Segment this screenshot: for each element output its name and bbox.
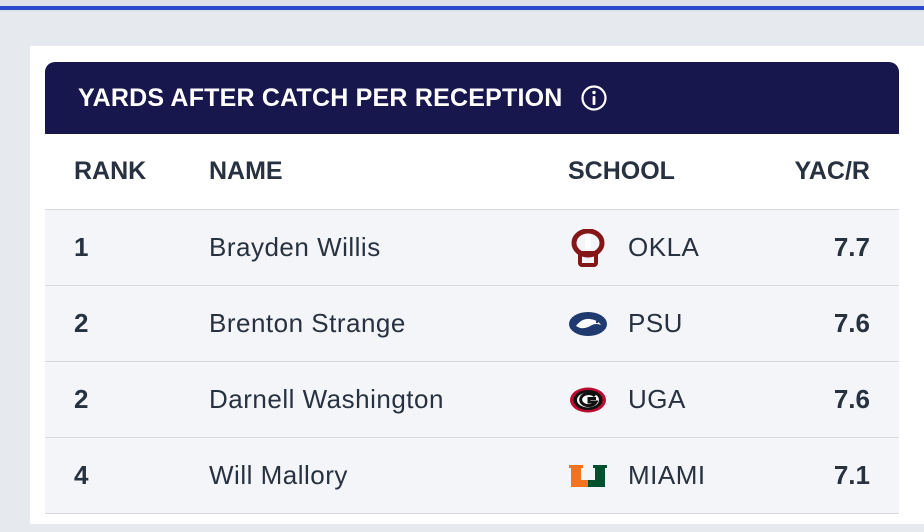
top-accent-line bbox=[0, 6, 924, 10]
table-header-row: RANK NAME SCHOOL YAC/R bbox=[45, 134, 899, 210]
miami-logo-icon bbox=[568, 458, 608, 494]
player-name[interactable]: Brenton Strange bbox=[209, 308, 406, 338]
info-icon[interactable] bbox=[580, 84, 608, 112]
player-name[interactable]: Brayden Willis bbox=[209, 232, 381, 262]
rank-cell: 2 bbox=[74, 384, 89, 414]
column-header-name[interactable]: NAME bbox=[209, 157, 283, 185]
stats-card: YARDS AFTER CATCH PER RECEPTION RANK NAM… bbox=[30, 46, 924, 524]
school-abbr: PSU bbox=[628, 308, 683, 338]
column-header-school[interactable]: SCHOOL bbox=[568, 157, 675, 185]
school-abbr: MIAMI bbox=[628, 460, 706, 490]
rank-cell: 1 bbox=[74, 232, 89, 262]
oklahoma-logo-icon bbox=[568, 228, 608, 267]
school-cell: OKLA bbox=[568, 228, 791, 267]
column-header-yac[interactable]: YAC/R bbox=[794, 157, 871, 185]
widget-header: YARDS AFTER CATCH PER RECEPTION bbox=[45, 62, 899, 134]
table-row[interactable]: 1 Brayden Willis OKLA 7.7 bbox=[45, 210, 899, 286]
column-header-rank[interactable]: RANK bbox=[74, 157, 147, 185]
penn-state-logo-icon bbox=[568, 306, 608, 342]
yac-value: 7.6 bbox=[833, 308, 870, 338]
school-cell: MIAMI bbox=[568, 458, 791, 494]
yac-value: 7.7 bbox=[833, 232, 870, 262]
table-row[interactable]: 4 Will Mallory MIAMI 7.1 bbox=[45, 438, 899, 514]
school-abbr: UGA bbox=[628, 384, 686, 414]
school-cell: UGA bbox=[568, 382, 791, 418]
player-name[interactable]: Darnell Washington bbox=[209, 384, 444, 414]
table-row[interactable]: 2 Darnell Washington UGA 7.6 bbox=[45, 362, 899, 438]
rank-cell: 2 bbox=[74, 308, 89, 338]
yac-value: 7.6 bbox=[833, 384, 870, 414]
yac-value: 7.1 bbox=[833, 460, 870, 490]
rank-cell: 4 bbox=[74, 460, 89, 490]
school-abbr: OKLA bbox=[628, 232, 700, 262]
georgia-logo-icon bbox=[568, 382, 608, 418]
school-cell: PSU bbox=[568, 306, 791, 342]
widget-title: YARDS AFTER CATCH PER RECEPTION bbox=[78, 83, 563, 112]
leaderboard-widget: YARDS AFTER CATCH PER RECEPTION RANK NAM… bbox=[45, 62, 899, 532]
table-row[interactable]: 2 Brenton Strange PSU 7.6 bbox=[45, 286, 899, 362]
player-name[interactable]: Will Mallory bbox=[209, 460, 348, 490]
